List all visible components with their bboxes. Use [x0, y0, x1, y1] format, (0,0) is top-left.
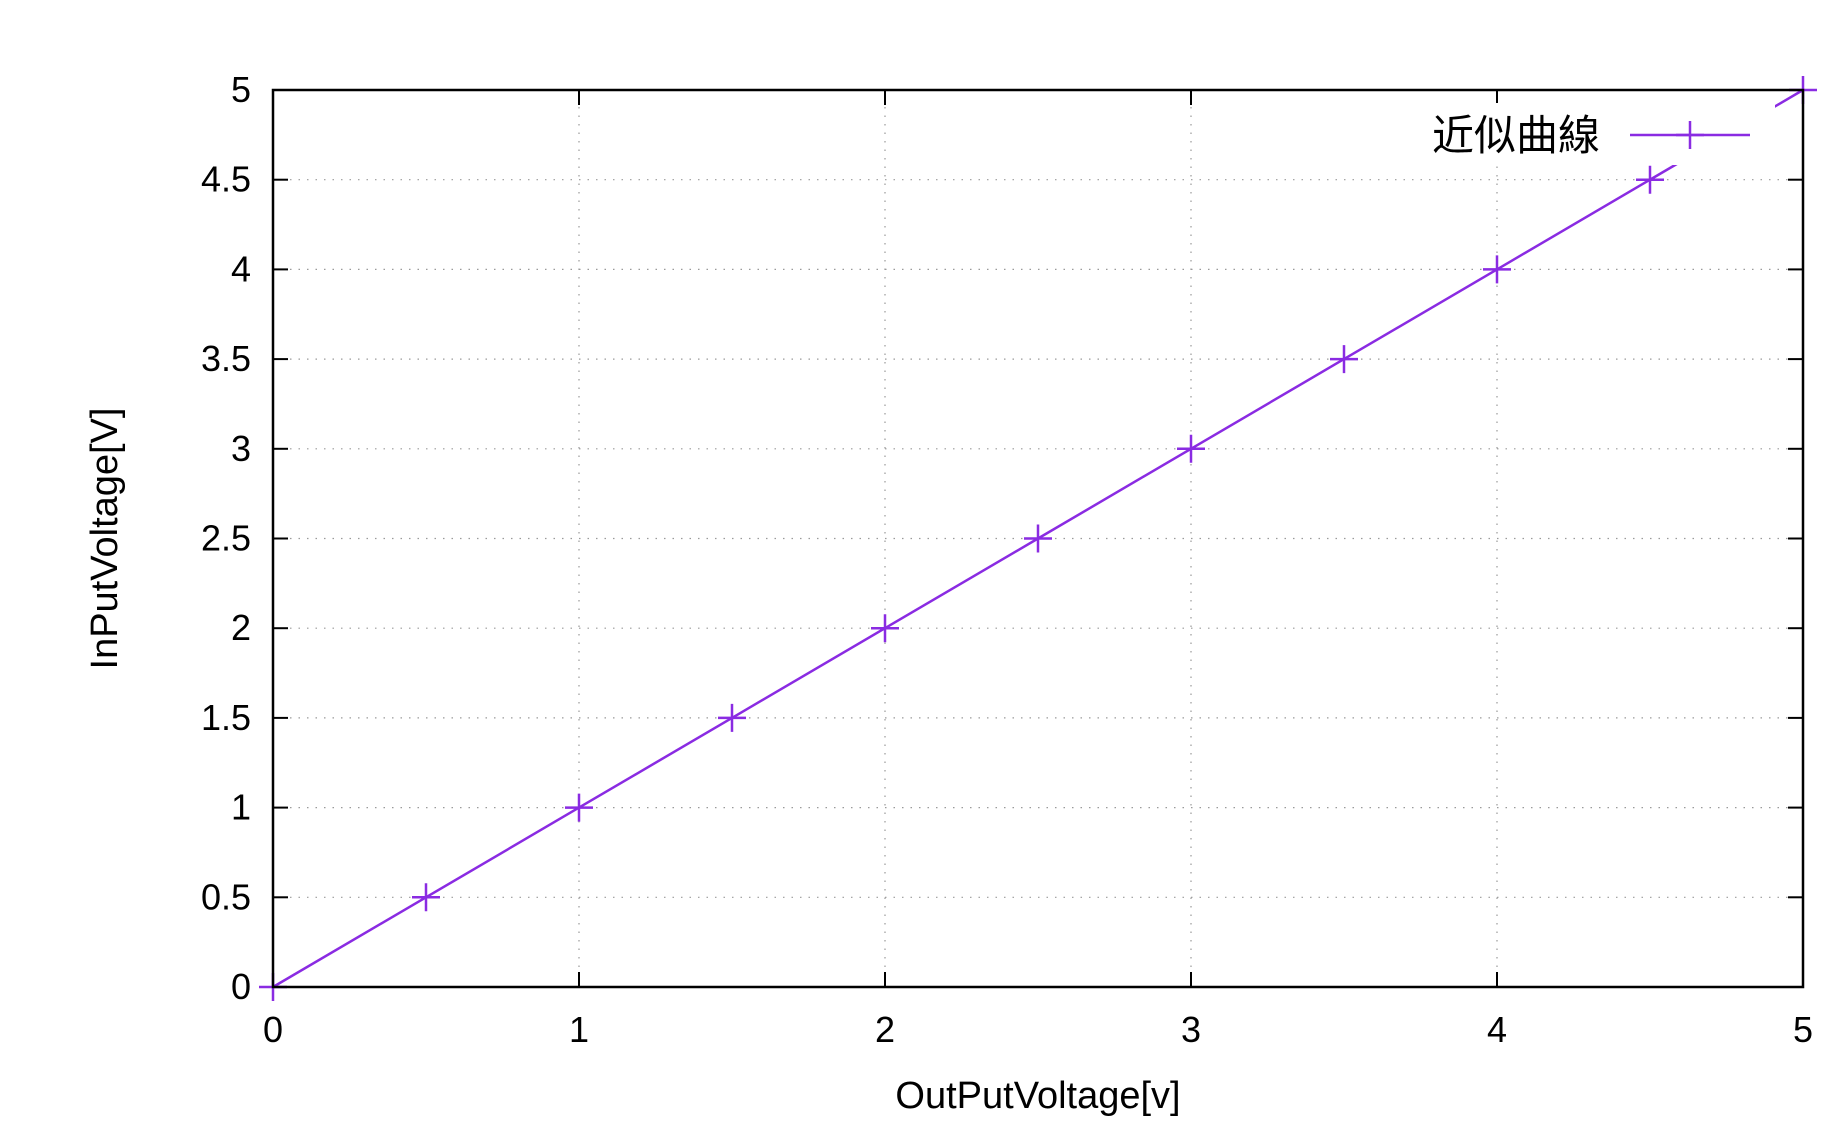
y-tick-label: 4	[231, 248, 251, 289]
data-point-marker	[1636, 165, 1664, 194]
x-tick-label: 3	[1181, 1009, 1201, 1050]
data-point-marker	[1024, 524, 1052, 553]
x-tick-label: 0	[263, 1009, 283, 1050]
data-point-marker	[718, 703, 746, 732]
data-point-marker	[565, 793, 593, 822]
y-axis-title: InPutVoltage[V]	[84, 408, 126, 670]
y-tick-label: 1.5	[201, 697, 251, 738]
y-tick-label: 5	[231, 69, 251, 110]
y-tick-label: 4.5	[201, 159, 251, 200]
data-point-marker	[871, 614, 899, 643]
x-axis-title: OutPutVoltage[v]	[895, 1075, 1180, 1117]
x-tick-label: 1	[569, 1009, 589, 1050]
y-tick-label: 1	[231, 787, 251, 828]
data-point-marker	[1177, 434, 1205, 463]
axis-ticks: 0 1 2 3 4 5 0 0.5 1 1.5 2 2.5 3 3.5 4 4.5 5	[201, 69, 1813, 1050]
x-tick-label: 2	[875, 1009, 895, 1050]
legend-marker	[1676, 121, 1704, 149]
plot-frame	[271, 88, 1805, 989]
x-tick-label: 4	[1487, 1009, 1507, 1050]
legend: 近似曲線	[1395, 103, 1775, 165]
y-tick-label: 2	[231, 607, 251, 648]
y-tick-label: 3.5	[201, 338, 251, 379]
data-point-marker	[1330, 345, 1358, 374]
data-point-marker	[412, 883, 440, 912]
y-tick-label: 0	[231, 966, 251, 1007]
legend-label: 近似曲線	[1432, 111, 1600, 160]
data-point-marker	[1483, 255, 1511, 284]
y-tick-label: 0.5	[201, 876, 251, 917]
y-tick-label: 2.5	[201, 518, 251, 559]
y-tick-label: 3	[231, 428, 251, 469]
x-tick-label: 5	[1793, 1009, 1813, 1050]
